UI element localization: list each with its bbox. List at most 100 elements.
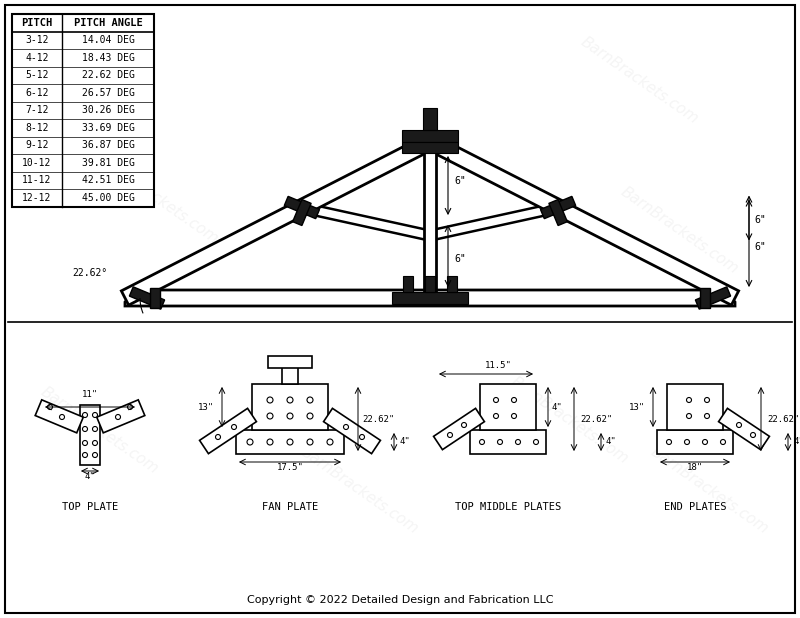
Circle shape bbox=[267, 397, 273, 403]
Circle shape bbox=[511, 413, 517, 418]
Circle shape bbox=[93, 452, 98, 457]
Circle shape bbox=[686, 413, 691, 418]
Text: 7-12: 7-12 bbox=[26, 105, 49, 115]
Text: 22.62": 22.62" bbox=[767, 415, 799, 423]
Polygon shape bbox=[125, 290, 735, 306]
Circle shape bbox=[462, 423, 466, 428]
Circle shape bbox=[666, 439, 671, 444]
Text: 22.62°: 22.62° bbox=[72, 268, 108, 278]
Circle shape bbox=[359, 434, 365, 439]
Text: BarnBrackets.com: BarnBrackets.com bbox=[618, 184, 742, 276]
Bar bbox=[293, 200, 311, 226]
Bar bbox=[12, 14, 154, 206]
Text: 13": 13" bbox=[198, 402, 214, 412]
Bar bbox=[549, 200, 567, 226]
Circle shape bbox=[685, 439, 690, 444]
Text: 4": 4" bbox=[85, 472, 95, 481]
Circle shape bbox=[705, 397, 710, 402]
Text: 11-12: 11-12 bbox=[22, 176, 52, 185]
Circle shape bbox=[686, 397, 691, 402]
Text: 42.51 DEG: 42.51 DEG bbox=[82, 176, 134, 185]
Circle shape bbox=[737, 423, 742, 428]
Circle shape bbox=[59, 415, 65, 420]
Text: 5-12: 5-12 bbox=[26, 70, 49, 80]
Circle shape bbox=[127, 405, 133, 410]
Text: BarnBrackets.com: BarnBrackets.com bbox=[38, 384, 162, 476]
Text: 6": 6" bbox=[454, 176, 466, 186]
Text: 13": 13" bbox=[629, 402, 645, 412]
Text: 22.62": 22.62" bbox=[362, 415, 394, 423]
Bar bbox=[282, 362, 298, 384]
Text: BarnBrackets.com: BarnBrackets.com bbox=[508, 374, 632, 467]
Text: 14.04 DEG: 14.04 DEG bbox=[82, 35, 134, 45]
Text: Copyright © 2022 Detailed Design and Fabrication LLC: Copyright © 2022 Detailed Design and Fab… bbox=[246, 595, 554, 605]
Text: 8-12: 8-12 bbox=[26, 123, 49, 133]
Bar bbox=[402, 130, 458, 142]
Polygon shape bbox=[35, 400, 83, 433]
Text: 26.57 DEG: 26.57 DEG bbox=[82, 88, 134, 98]
Text: BarnBrackets.com: BarnBrackets.com bbox=[578, 34, 702, 126]
Circle shape bbox=[82, 412, 87, 418]
Bar bbox=[403, 276, 413, 292]
Circle shape bbox=[47, 405, 53, 410]
Polygon shape bbox=[97, 400, 145, 433]
Text: 6": 6" bbox=[754, 242, 766, 252]
Circle shape bbox=[93, 412, 98, 418]
Text: 18": 18" bbox=[687, 463, 703, 472]
Text: 45.00 DEG: 45.00 DEG bbox=[82, 193, 134, 203]
Bar bbox=[480, 384, 536, 430]
Bar bbox=[425, 276, 435, 292]
Polygon shape bbox=[122, 135, 434, 305]
Polygon shape bbox=[323, 408, 381, 454]
Circle shape bbox=[115, 415, 121, 420]
Text: 4": 4" bbox=[400, 438, 410, 446]
Polygon shape bbox=[199, 408, 257, 454]
Text: 17.5": 17.5" bbox=[277, 463, 303, 472]
Text: 22.62": 22.62" bbox=[580, 415, 612, 423]
Circle shape bbox=[267, 439, 273, 445]
Circle shape bbox=[287, 413, 293, 419]
Bar bbox=[402, 142, 458, 153]
Bar bbox=[423, 108, 437, 130]
Text: 9-12: 9-12 bbox=[26, 140, 49, 150]
Text: 6": 6" bbox=[754, 215, 766, 225]
Circle shape bbox=[307, 439, 313, 445]
Text: 33.69 DEG: 33.69 DEG bbox=[82, 123, 134, 133]
Circle shape bbox=[267, 413, 273, 419]
Text: TOP MIDDLE PLATES: TOP MIDDLE PLATES bbox=[455, 502, 561, 512]
Text: 18.43 DEG: 18.43 DEG bbox=[82, 53, 134, 63]
Bar bbox=[695, 287, 730, 309]
Text: BarnBrackets.com: BarnBrackets.com bbox=[98, 154, 222, 247]
Text: 11.5": 11.5" bbox=[485, 361, 511, 370]
Circle shape bbox=[287, 397, 293, 403]
Bar bbox=[392, 292, 468, 304]
Polygon shape bbox=[429, 203, 559, 240]
Circle shape bbox=[494, 397, 498, 402]
Polygon shape bbox=[718, 408, 770, 450]
Bar bbox=[130, 287, 165, 309]
Circle shape bbox=[231, 425, 237, 430]
Bar bbox=[667, 384, 723, 430]
Bar bbox=[700, 288, 710, 308]
Polygon shape bbox=[301, 203, 431, 240]
Bar bbox=[236, 430, 344, 454]
Circle shape bbox=[215, 434, 221, 439]
Text: 22.62 DEG: 22.62 DEG bbox=[82, 70, 134, 80]
Bar bbox=[252, 384, 328, 430]
Text: BarnBrackets.com: BarnBrackets.com bbox=[298, 444, 422, 536]
Circle shape bbox=[534, 439, 538, 444]
Text: 36.87 DEG: 36.87 DEG bbox=[82, 140, 134, 150]
Text: 4-12: 4-12 bbox=[26, 53, 49, 63]
Polygon shape bbox=[426, 135, 738, 305]
Circle shape bbox=[93, 441, 98, 446]
Circle shape bbox=[327, 439, 333, 445]
Circle shape bbox=[247, 439, 253, 445]
Bar bbox=[470, 430, 546, 454]
Text: 39.81 DEG: 39.81 DEG bbox=[82, 158, 134, 167]
Bar bbox=[268, 356, 312, 368]
Polygon shape bbox=[434, 408, 485, 450]
Circle shape bbox=[82, 426, 87, 431]
Circle shape bbox=[93, 426, 98, 431]
Circle shape bbox=[307, 397, 313, 403]
Text: 6-12: 6-12 bbox=[26, 88, 49, 98]
